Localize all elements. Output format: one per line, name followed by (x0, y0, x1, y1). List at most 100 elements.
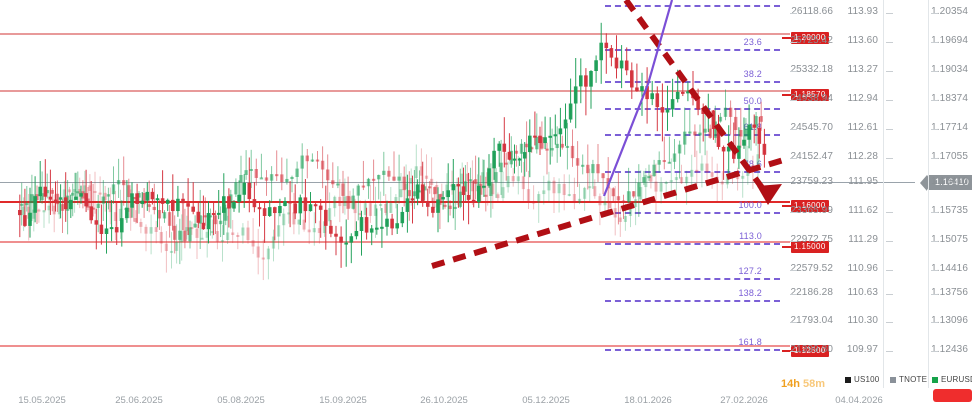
scale-tick-12-1 (886, 351, 893, 352)
scale-tick-3-1 (886, 100, 893, 101)
fib-line-0.0 (605, 5, 780, 7)
bar-countdown-timer: 14h 58m (781, 378, 825, 390)
scale-eurusd-6: 1.16410 (931, 176, 968, 187)
fib-label-161.8: 161.8 (738, 337, 762, 347)
scale-tnote-0: 113.93 (847, 6, 878, 17)
price-tag-leader-1 (782, 94, 794, 96)
candlestick-series (18, 22, 767, 281)
fib-line-161.8 (605, 349, 780, 351)
scale-eurusd-2: 1.19034 (931, 64, 968, 75)
scale-tick-10-2 (931, 294, 938, 295)
scale-eurusd-10: 1.13756 (931, 287, 968, 298)
fib-line-113.0 (605, 243, 780, 245)
fib-line-61.8 (605, 134, 780, 136)
fib-line-127.2 (605, 278, 780, 280)
date-label-0: 15.05.2025 (18, 395, 66, 406)
purple-impulse-line[interactable] (602, 0, 674, 197)
price-tag-1.16000[interactable]: 1.16000 (791, 200, 829, 212)
scale-tick-8-0 (790, 241, 797, 242)
legend-label-us100[interactable]: US100 (854, 375, 880, 384)
price-line-1 (0, 90, 790, 92)
scale-tick-7-2 (931, 212, 938, 213)
fib-label-50.0: 50.0 (743, 96, 762, 106)
price-tag-1.20000[interactable]: 1.20000 (791, 32, 829, 44)
scale-tnote-8: 111.29 (848, 234, 878, 245)
date-label-1: 25.06.2025 (115, 395, 163, 406)
price-tag-1.18570[interactable]: 1.18570 (791, 89, 829, 101)
trendline-overlay[interactable] (0, 0, 972, 371)
scale-tick-0-1 (886, 13, 893, 14)
legend-separator-2 (928, 371, 929, 388)
scale-tnote-4: 112.61 (847, 122, 878, 133)
price-line-3 (0, 201, 790, 203)
fib-label-138.2: 138.2 (738, 288, 762, 298)
scale-tick-12-0 (790, 351, 797, 352)
scale-us100-0: 26118.66 (791, 6, 833, 17)
legend-swatch-tnote (890, 377, 896, 383)
current-price-label: 1.16410 (927, 175, 972, 190)
scale-us100-7: 23365.99 (790, 205, 833, 216)
scale-tick-4-0 (790, 129, 797, 130)
fib-label-127.2: 127.2 (738, 266, 762, 276)
scale-tick-2-2 (931, 71, 938, 72)
scale-us100-8: 22972.75 (790, 234, 833, 245)
scale-eurusd-12: 1.12436 (931, 344, 968, 355)
current-price-arrow-icon (920, 175, 927, 191)
price-tag-1.15000[interactable]: 1.15000 (791, 241, 829, 253)
scale-eurusd-3: 1.18374 (931, 93, 968, 104)
scale-tick-2-1 (886, 71, 893, 72)
price-tag-leader-2 (782, 205, 794, 207)
eurusd-highlight-box[interactable] (933, 389, 972, 402)
scale-us100-11: 21793.04 (790, 315, 833, 326)
fib-line-78.6 (605, 171, 780, 173)
scale-tick-11-1 (886, 322, 893, 323)
legend-label-tnote[interactable]: TNOTE (899, 375, 928, 384)
scale-tick-3-2 (931, 100, 938, 101)
fib-label-100.0: 100.0 (738, 200, 762, 210)
scale-tick-10-1 (886, 294, 893, 295)
scale-tick-9-2 (931, 270, 938, 271)
fib-label-78.6: 78.6 (743, 159, 762, 169)
trendline-arrowhead (757, 184, 782, 205)
scale-us100-10: 22186.28 (790, 287, 833, 298)
scale-eurusd-0: 1.20354 (931, 6, 968, 17)
chart-plot-area[interactable]: 23.638.250.061.878.6100.0113.0127.2138.2… (0, 0, 972, 371)
legend-swatch-us100 (845, 377, 851, 383)
scale-tick-10-0 (790, 294, 797, 295)
scale-tick-4-2 (931, 129, 938, 130)
scale-tick-9-1 (886, 270, 893, 271)
legend-label-eurusd[interactable]: EURUSD (941, 375, 972, 384)
scale-tick-8-2 (931, 241, 938, 242)
descending-trendline[interactable] (623, 0, 771, 198)
scale-eurusd-5: 1.17055 (931, 151, 968, 162)
time-axis: 15.05.2025 25.06.2025 05.08.2025 15.09.2025… (0, 371, 972, 413)
scale-tick-8-1 (886, 241, 893, 242)
scale-eurusd-9: 1.14416 (931, 263, 968, 274)
price-line-5 (0, 345, 790, 347)
scale-us100-5: 24152.47 (790, 151, 833, 162)
scale-tnote-6: 111.95 (848, 176, 878, 187)
date-label-2: 05.08.2025 (217, 395, 265, 406)
scale-eurusd-8: 1.15075 (931, 234, 968, 245)
scale-tick-2-0 (790, 71, 797, 72)
date-label-5: 05.12.2025 (522, 395, 570, 406)
scale-us100-4: 24545.70 (790, 122, 833, 133)
scale-us100-3: 24938.94 (790, 93, 833, 104)
scale-tick-7-1 (886, 212, 893, 213)
fib-line-23.6 (605, 49, 780, 51)
scale-us100-6: 23759.23 (790, 176, 833, 187)
fib-line-138.2 (605, 300, 780, 302)
ascending-trendline[interactable] (431, 155, 791, 269)
legend-swatch-eurusd (932, 377, 938, 383)
scale-separator-2 (928, 0, 929, 371)
fib-label-38.2: 38.2 (743, 69, 762, 79)
scale-tnote-3: 112.94 (847, 93, 878, 104)
scale-tick-11-0 (790, 322, 797, 323)
date-label-6: 18.01.2026 (624, 395, 672, 406)
scale-eurusd-1: 1.19694 (931, 35, 968, 46)
scale-tick-5-2 (931, 158, 938, 159)
scale-eurusd-7: 1.15735 (931, 205, 968, 216)
scale-tick-1-1 (886, 42, 893, 43)
price-tag-1.12500[interactable]: 1.12500 (791, 345, 829, 357)
